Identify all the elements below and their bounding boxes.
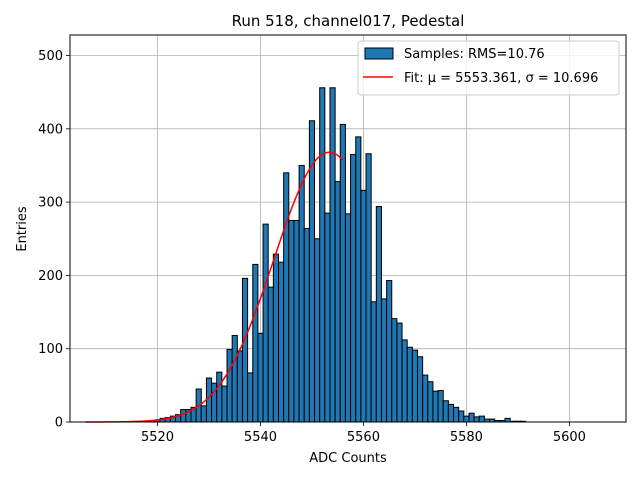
histogram-bar xyxy=(262,223,269,423)
histogram-bar xyxy=(478,415,485,423)
histogram-bar xyxy=(283,172,290,423)
legend-label-samples: Samples: RMS=10.76 xyxy=(404,47,545,62)
histogram-bar xyxy=(329,87,336,423)
histogram-bar xyxy=(314,238,321,423)
histogram-bar xyxy=(458,410,465,423)
histogram-bar xyxy=(226,348,233,423)
x-tick-label: 5540 xyxy=(244,430,277,445)
legend-label-fit: Fit: μ = 5553.361, σ = 10.696 xyxy=(404,71,598,86)
histogram-bar xyxy=(205,377,213,423)
histogram-bar xyxy=(293,219,300,423)
histogram-bar xyxy=(453,406,460,423)
y-axis-label: Entries xyxy=(15,206,30,252)
histogram-bar xyxy=(319,87,326,423)
legend: Samples: RMS=10.76 Fit: μ = 5553.361, σ … xyxy=(357,40,620,96)
y-axis: 0 100 200 300 400 500 xyxy=(38,49,70,431)
y-tick-label: 400 xyxy=(38,122,63,137)
histogram-bar xyxy=(288,219,295,423)
histogram-bar xyxy=(468,412,475,423)
histogram-bar xyxy=(236,350,243,423)
histogram-bar xyxy=(200,405,207,423)
histogram-bar xyxy=(401,339,408,423)
y-tick-label: 200 xyxy=(38,269,63,284)
y-tick-label: 0 xyxy=(55,416,63,431)
histogram-bar xyxy=(231,335,238,423)
histogram-bar xyxy=(422,374,429,423)
histogram-bar xyxy=(447,403,455,423)
x-tick-label: 5600 xyxy=(553,430,586,445)
histogram-bar xyxy=(386,280,393,423)
x-tick-label: 5520 xyxy=(141,430,174,445)
histogram-bar xyxy=(406,346,413,423)
histogram-bar xyxy=(427,381,434,423)
legend-box xyxy=(357,40,620,96)
histogram-bar xyxy=(360,189,367,423)
y-tick-label: 500 xyxy=(38,49,63,64)
histogram-bar xyxy=(391,318,398,423)
histogram-bar xyxy=(221,385,228,423)
histogram-bar xyxy=(442,400,449,423)
y-tick-label: 300 xyxy=(38,196,63,211)
histogram-bar xyxy=(180,409,187,423)
y-tick-label: 100 xyxy=(38,342,63,357)
histogram-bar xyxy=(463,415,470,423)
histogram-bar xyxy=(365,153,372,423)
histogram-bar xyxy=(411,349,418,423)
histogram-bar xyxy=(437,389,444,423)
x-tick-label: 5560 xyxy=(347,430,380,445)
plot-frame xyxy=(69,34,627,423)
histogram-bar xyxy=(396,322,403,423)
x-tick-label: 5580 xyxy=(450,430,483,445)
chart-title: Run 518, channel017, Pedestal xyxy=(232,12,465,30)
x-axis-label: ADC Counts xyxy=(309,451,387,466)
histogram-bar xyxy=(252,263,259,423)
histogram-bar xyxy=(247,372,254,423)
histogram-bar xyxy=(303,228,310,423)
histogram-bar xyxy=(278,261,285,423)
histogram-bars xyxy=(133,87,527,423)
histogram-bar xyxy=(324,212,331,423)
histogram-bar xyxy=(350,153,357,423)
histogram-bar xyxy=(380,298,388,423)
histogram-bar xyxy=(355,136,362,423)
legend-swatch-samples xyxy=(364,47,394,60)
histogram-bar xyxy=(272,253,279,423)
x-axis: 5520 5540 5560 5580 5600 xyxy=(141,422,586,445)
histogram-bar xyxy=(339,123,346,423)
histogram-bar xyxy=(257,332,264,423)
histogram-bar xyxy=(298,164,305,423)
histogram-bar xyxy=(417,356,424,423)
histogram-bar xyxy=(504,417,511,423)
histogram-bar xyxy=(344,213,352,423)
histogram-bar xyxy=(334,181,341,423)
histogram-bar xyxy=(375,206,382,423)
histogram-bar xyxy=(432,390,439,423)
histogram-bar xyxy=(216,371,223,423)
histogram-bar xyxy=(267,286,274,423)
histogram-bar xyxy=(473,416,480,423)
histogram-bar xyxy=(370,301,377,423)
histogram-bar xyxy=(241,277,249,423)
